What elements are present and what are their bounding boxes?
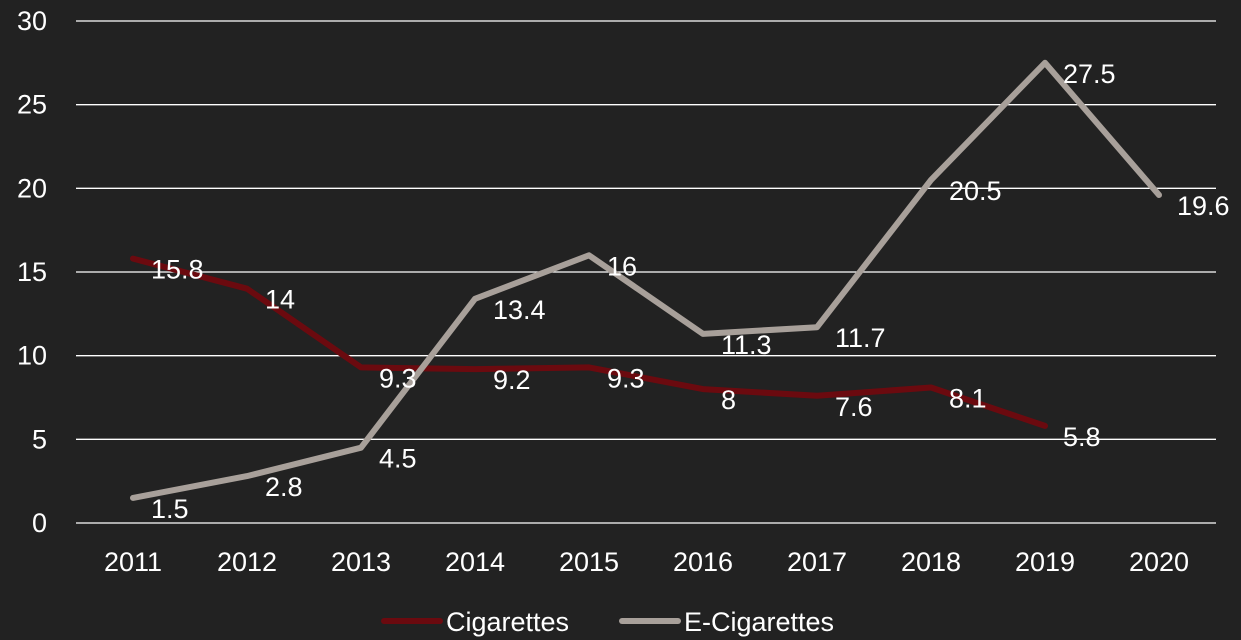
y-tick-label: 5 xyxy=(32,424,47,454)
legend: Cigarettes E-Cigarettes xyxy=(381,607,834,637)
data-label: 4.5 xyxy=(379,444,417,474)
x-tick-label: 2016 xyxy=(673,547,733,577)
x-tick-label: 2018 xyxy=(901,547,961,577)
x-tick-label: 2015 xyxy=(559,547,619,577)
x-tick-label: 2012 xyxy=(217,547,277,577)
series-line-e-cigarettes xyxy=(130,59,1162,501)
x-axis-ticks: 2011 2012 2013 2014 2015 2016 2017 2018 2019 2020 xyxy=(104,547,1189,577)
x-tick-label: 2013 xyxy=(331,547,391,577)
x-tick-label: 2019 xyxy=(1015,547,1075,577)
data-label: 9.3 xyxy=(607,363,645,393)
y-tick-label: 25 xyxy=(17,90,47,120)
data-label: 8.1 xyxy=(949,383,987,413)
data-label: 14 xyxy=(265,285,295,315)
data-label: 9.3 xyxy=(379,363,417,393)
data-label: 11.7 xyxy=(835,323,886,353)
series-line-cigarettes xyxy=(130,255,1048,429)
data-label: 9.2 xyxy=(493,365,531,395)
y-tick-label: 0 xyxy=(32,508,47,538)
data-label: 11.3 xyxy=(721,330,772,360)
data-label: 8 xyxy=(721,385,736,415)
data-label: 15.8 xyxy=(151,255,204,285)
data-label: 19.6 xyxy=(1177,191,1230,221)
y-tick-label: 30 xyxy=(17,6,47,36)
y-tick-label: 10 xyxy=(17,341,47,371)
series-lines xyxy=(130,59,1162,501)
data-label: 7.6 xyxy=(835,392,873,422)
y-tick-label: 15 xyxy=(17,257,47,287)
gridlines xyxy=(76,20,1216,524)
data-labels: 15.8 14 9.3 9.2 9.3 8 7.6 8.1 5.8 1.5 2.8 4.5 13.4 16… xyxy=(151,59,1230,524)
legend-label: Cigarettes xyxy=(446,607,569,637)
data-label: 1.5 xyxy=(151,494,189,524)
data-label: 2.8 xyxy=(265,472,303,502)
data-label: 27.5 xyxy=(1063,59,1116,89)
data-label: 5.8 xyxy=(1063,422,1101,452)
x-tick-label: 2020 xyxy=(1129,547,1189,577)
x-tick-label: 2014 xyxy=(445,547,505,577)
x-tick-label: 2011 xyxy=(104,547,162,577)
y-tick-label: 20 xyxy=(17,173,47,203)
data-label: 20.5 xyxy=(949,176,1002,206)
data-label: 16 xyxy=(607,251,637,281)
x-tick-label: 2017 xyxy=(787,547,847,577)
legend-label: E-Cigarettes xyxy=(684,607,834,637)
y-axis-ticks: 0 5 10 15 20 25 30 xyxy=(17,6,47,538)
data-label: 13.4 xyxy=(493,295,546,325)
